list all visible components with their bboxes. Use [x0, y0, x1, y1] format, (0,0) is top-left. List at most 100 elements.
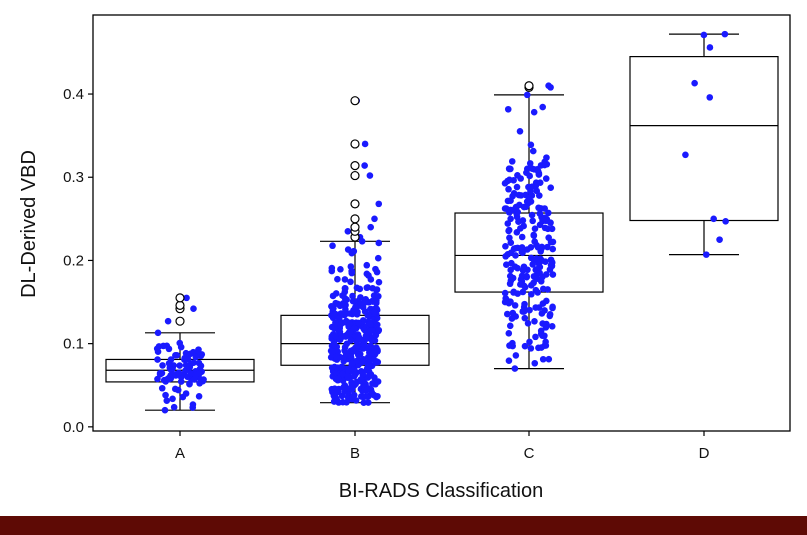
data-point: [527, 345, 535, 352]
data-point: [337, 266, 344, 273]
data-point: [513, 229, 521, 236]
data-point: [354, 341, 361, 349]
data-point: [154, 329, 162, 337]
data-point: [355, 333, 363, 341]
y-tick-label: 0.4: [63, 86, 84, 103]
data-point: [168, 366, 175, 374]
data-point: [167, 356, 175, 363]
data-point: [196, 370, 203, 377]
data-point: [518, 248, 526, 256]
data-point: [546, 311, 554, 318]
y-axis: 0.0 0.1 0.2 0.3 0.4: [63, 86, 93, 436]
y-tick-label: 0.0: [63, 419, 84, 436]
box-D: [629, 55, 779, 222]
data-point: [354, 351, 362, 359]
data-point: [532, 333, 539, 341]
outlier-marker: [350, 96, 360, 106]
data-point: [536, 263, 544, 271]
data-point: [169, 395, 176, 403]
outlier-marker: [175, 300, 185, 310]
data-point: [535, 204, 542, 212]
data-point: [523, 91, 531, 99]
data-point: [359, 393, 367, 401]
data-point: [543, 154, 550, 161]
data-point: [158, 384, 166, 392]
outlier-marker: [350, 214, 360, 224]
data-point: [508, 158, 516, 165]
data-point: [333, 353, 340, 360]
data-point: [371, 308, 378, 316]
data-point: [155, 343, 163, 350]
data-point: [331, 311, 338, 319]
data-point: [526, 160, 534, 167]
data-point: [171, 385, 179, 393]
data-point: [527, 254, 535, 262]
data-point: [170, 403, 178, 411]
data-point: [345, 365, 353, 373]
data-point: [542, 338, 549, 346]
data-point: [722, 218, 729, 225]
data-point: [513, 183, 521, 191]
data-point: [543, 320, 550, 328]
data-point: [372, 265, 379, 273]
data-point: [336, 336, 344, 344]
data-point: [190, 359, 197, 366]
data-point: [195, 393, 203, 400]
data-point: [517, 281, 524, 288]
data-point: [347, 336, 355, 344]
data-point: [329, 242, 336, 250]
data-point: [367, 276, 375, 283]
data-point: [548, 323, 556, 330]
data-point: [373, 286, 380, 294]
data-point: [192, 353, 200, 361]
data-point: [528, 281, 535, 289]
data-point: [502, 242, 509, 250]
data-point: [360, 399, 368, 407]
data-point: [358, 358, 366, 366]
data-point: [538, 310, 546, 317]
data-point: [537, 162, 545, 169]
data-point: [534, 167, 542, 175]
data-point: [176, 362, 183, 369]
data-point: [535, 192, 543, 199]
data-point: [349, 297, 357, 305]
data-point: [511, 302, 519, 309]
data-point: [363, 367, 371, 374]
data-point: [529, 147, 537, 155]
data-point: [700, 31, 708, 39]
data-point: [506, 322, 514, 330]
data-point: [507, 266, 514, 274]
data-point: [350, 391, 358, 399]
data-point: [521, 283, 529, 291]
data-point: [532, 304, 539, 311]
data-point: [533, 241, 540, 249]
data-point: [504, 251, 512, 258]
data-point: [163, 397, 171, 404]
data-point: [335, 314, 343, 322]
data-point: [344, 228, 352, 235]
data-point: [536, 269, 543, 277]
data-point: [329, 304, 337, 312]
data-point: [352, 397, 360, 404]
data-point: [530, 108, 538, 116]
data-point: [549, 271, 557, 278]
data-point: [503, 261, 510, 268]
data-point: [682, 151, 689, 159]
data-point: [508, 315, 516, 322]
data-point: [351, 371, 359, 378]
data-point: [710, 215, 717, 223]
data-point: [156, 369, 164, 377]
data-point: [541, 205, 549, 212]
data-point: [501, 289, 509, 297]
data-point: [526, 306, 533, 314]
data-point: [548, 225, 556, 233]
data-point: [521, 314, 529, 322]
data-point: [544, 209, 552, 217]
outlier-marker: [175, 316, 185, 326]
data-point: [545, 355, 553, 363]
outliers-layer: [175, 81, 534, 326]
data-point: [371, 215, 378, 223]
x-tick-label: C: [524, 445, 535, 462]
data-point: [336, 302, 344, 310]
data-point: [530, 232, 538, 239]
